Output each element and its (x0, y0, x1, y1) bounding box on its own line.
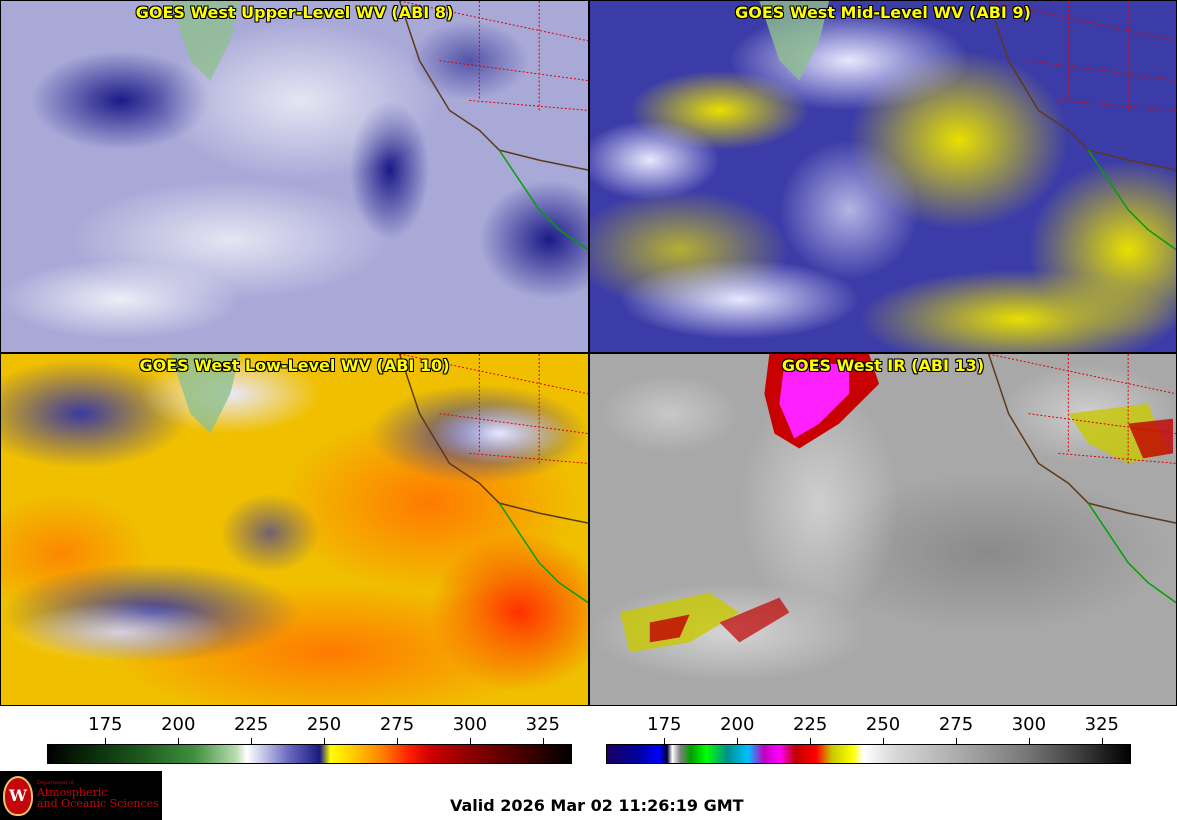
colorbar-tick-label: 300 (1012, 714, 1046, 735)
valid-time: Valid 2026 Mar 02 11:26:19 GMT (450, 796, 744, 815)
colorbar-tick-label: 300 (453, 714, 487, 735)
colorbar-tick-label: 325 (1085, 714, 1119, 735)
low-level-wv-image (1, 354, 588, 705)
logo-text: Department of Atmospheric and Oceanic Sc… (37, 781, 159, 809)
panel-title: GOES West Mid-Level WV (ABI 9) (590, 3, 1176, 22)
colorbar-gradient (606, 744, 1131, 764)
panel-title: GOES West Low-Level WV (ABI 10) (1, 356, 588, 375)
colorbar-ticks: 175 200 225 250 275 300 325 (47, 710, 572, 744)
colorbar-tick-label: 225 (234, 714, 268, 735)
colorbar-tick-label: 325 (526, 714, 560, 735)
ir-panel: GOES West IR (ABI 13) (589, 353, 1177, 706)
upper-level-wv-image (1, 1, 588, 352)
colorbar-tick-label: 175 (88, 714, 122, 735)
panel-title: GOES West IR (ABI 13) (590, 356, 1176, 375)
colorbar-tick-label: 200 (720, 714, 754, 735)
upper-level-wv-panel: GOES West Upper-Level WV (ABI 8) (0, 0, 589, 353)
mid-level-wv-panel: GOES West Mid-Level WV (ABI 9) (589, 0, 1177, 353)
colorbar-gradient (47, 744, 572, 764)
colorbar-tick-label: 250 (866, 714, 900, 735)
uw-crest-icon: W (3, 776, 33, 816)
colorbar-ticks: 175 200 225 250 275 300 325 (606, 710, 1131, 744)
colorbar-tick-label: 225 (793, 714, 827, 735)
ir-image (590, 354, 1176, 705)
colorbar-tick-label: 175 (647, 714, 681, 735)
colorbar-tick-label: 275 (939, 714, 973, 735)
aos-logo: W Department of Atmospheric and Oceanic … (0, 771, 162, 820)
mid-level-wv-image (590, 1, 1176, 352)
low-level-wv-panel: GOES West Low-Level WV (ABI 10) (0, 353, 589, 706)
panel-title: GOES West Upper-Level WV (ABI 8) (1, 3, 588, 22)
logo-line-3: and Oceanic Sciences (37, 798, 159, 810)
colorbar-tick-label: 200 (161, 714, 195, 735)
ir-colorbar: 175 200 225 250 275 300 325 (606, 710, 1131, 766)
colorbar-tick-label: 250 (307, 714, 341, 735)
colorbar-tick-label: 275 (380, 714, 414, 735)
water-vapor-colorbar: 175 200 225 250 275 300 325 (47, 710, 572, 766)
